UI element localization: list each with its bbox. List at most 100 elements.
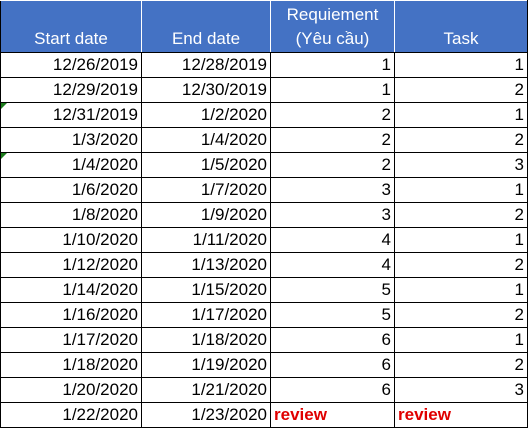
cell-requirement[interactable]: 4 — [270, 227, 395, 253]
cell-task-value: 1 — [514, 180, 524, 199]
cell-end-date[interactable]: 12/30/2019 — [141, 77, 271, 103]
cell-start-date-value: 12/31/2019 — [52, 105, 138, 124]
cell-end-date[interactable]: 1/18/2020 — [141, 327, 271, 353]
cell-task[interactable]: 2 — [394, 302, 528, 328]
cell-requirement[interactable]: 3 — [270, 202, 395, 228]
cell-start-date[interactable]: 12/26/2019 — [0, 52, 142, 78]
cell-task[interactable]: 3 — [394, 152, 528, 178]
header-requirement-label-line1: Requiement — [286, 5, 379, 24]
cell-end-date[interactable]: 1/11/2020 — [141, 227, 271, 253]
cell-requirement-value: 3 — [381, 180, 391, 199]
table-row: 1/17/2020 1/18/2020 6 1 — [0, 327, 528, 353]
cell-start-date[interactable]: 1/16/2020 — [0, 302, 142, 328]
table-row: 1/16/2020 1/17/2020 5 2 — [0, 302, 528, 328]
cell-requirement[interactable]: 2 — [270, 127, 395, 153]
table-row: 12/29/2019 12/30/2019 1 2 — [0, 77, 528, 103]
cell-start-date[interactable]: 12/29/2019 — [0, 77, 142, 103]
cell-requirement[interactable]: 2 — [270, 102, 395, 128]
cell-start-date[interactable]: 1/4/2020 — [0, 152, 142, 178]
table-row: 1/4/2020 1/5/2020 2 3 — [0, 152, 528, 178]
cell-task[interactable]: 2 — [394, 202, 528, 228]
cell-start-date[interactable]: 1/18/2020 — [0, 352, 142, 378]
cell-end-date-value: 1/11/2020 — [192, 230, 267, 249]
error-indicator-icon[interactable] — [1, 103, 7, 109]
cell-requirement-value: 3 — [381, 205, 391, 224]
cell-start-date-value: 1/6/2020 — [71, 180, 138, 199]
cell-requirement[interactable]: 5 — [270, 302, 395, 328]
cell-start-date[interactable]: 1/20/2020 — [0, 377, 142, 403]
cell-requirement[interactable]: 4 — [270, 252, 395, 278]
cell-start-date-value: 1/16/2020 — [62, 305, 138, 324]
cell-task[interactable]: 1 — [394, 277, 528, 303]
header-row: Start date End date Requiement (Yêu cầu) … — [0, 0, 528, 53]
cell-start-date-value: 1/8/2020 — [71, 205, 138, 224]
cell-requirement[interactable]: 1 — [270, 77, 395, 103]
header-start-date[interactable]: Start date — [0, 0, 142, 53]
cell-start-date[interactable]: 1/22/2020 — [0, 402, 142, 428]
cell-task[interactable]: 1 — [394, 52, 528, 78]
cell-end-date[interactable]: 1/19/2020 — [141, 352, 271, 378]
cell-task-value: 1 — [514, 330, 524, 349]
cell-end-date-value: 1/23/2020 — [191, 405, 267, 424]
cell-start-date[interactable]: 12/31/2019 — [0, 102, 142, 128]
cell-task[interactable]: 1 — [394, 102, 528, 128]
cell-task[interactable]: 2 — [394, 127, 528, 153]
cell-start-date[interactable]: 1/6/2020 — [0, 177, 142, 203]
cell-end-date[interactable]: 1/21/2020 — [141, 377, 271, 403]
cell-requirement[interactable]: 6 — [270, 377, 395, 403]
cell-end-date[interactable]: 1/23/2020 — [141, 402, 271, 428]
cell-end-date-value: 1/21/2020 — [191, 380, 267, 399]
cell-task-value: 2 — [514, 205, 524, 224]
cell-start-date[interactable]: 1/8/2020 — [0, 202, 142, 228]
cell-requirement-value: 6 — [381, 355, 391, 374]
cell-end-date-value: 12/28/2019 — [181, 55, 267, 74]
cell-end-date[interactable]: 1/4/2020 — [141, 127, 271, 153]
cell-start-date[interactable]: 1/3/2020 — [0, 127, 142, 153]
cell-requirement[interactable]: review — [270, 402, 395, 428]
header-end-date-label: End date — [171, 29, 241, 48]
cell-end-date[interactable]: 12/28/2019 — [141, 52, 271, 78]
cell-end-date[interactable]: 1/7/2020 — [141, 177, 271, 203]
cell-end-date-value: 1/15/2020 — [191, 280, 267, 299]
cell-end-date[interactable]: 1/13/2020 — [141, 252, 271, 278]
cell-start-date[interactable]: 1/12/2020 — [0, 252, 142, 278]
cell-start-date[interactable]: 1/17/2020 — [0, 327, 142, 353]
cell-end-date[interactable]: 1/17/2020 — [141, 302, 271, 328]
cell-task[interactable]: 1 — [394, 177, 528, 203]
cell-task-value: 2 — [514, 80, 524, 99]
cell-requirement[interactable]: 6 — [270, 352, 395, 378]
cell-task[interactable]: 1 — [394, 227, 528, 253]
cell-task[interactable]: 2 — [394, 352, 528, 378]
error-indicator-icon[interactable] — [1, 153, 7, 159]
cell-start-date[interactable]: 1/10/2020 — [0, 227, 142, 253]
header-task[interactable]: Task — [394, 0, 528, 53]
cell-end-date[interactable]: 1/5/2020 — [141, 152, 271, 178]
cell-end-date[interactable]: 1/9/2020 — [141, 202, 271, 228]
header-end-date[interactable]: End date — [141, 0, 271, 53]
cell-requirement-value: 5 — [381, 280, 391, 299]
cell-task-value: 1 — [514, 230, 524, 249]
cell-task[interactable]: review — [394, 402, 528, 428]
cell-requirement[interactable]: 6 — [270, 327, 395, 353]
cell-start-date[interactable]: 1/14/2020 — [0, 277, 142, 303]
header-requirement[interactable]: Requiement (Yêu cầu) — [270, 0, 395, 53]
cell-end-date[interactable]: 1/15/2020 — [141, 277, 271, 303]
cell-end-date[interactable]: 1/2/2020 — [141, 102, 271, 128]
cell-task[interactable]: 3 — [394, 377, 528, 403]
cell-requirement[interactable]: 3 — [270, 177, 395, 203]
table-row: 1/22/2020 1/23/2020 review review — [0, 402, 528, 428]
cell-end-date-value: 1/19/2020 — [191, 355, 267, 374]
cell-requirement[interactable]: 1 — [270, 52, 395, 78]
cell-requirement[interactable]: 5 — [270, 277, 395, 303]
table-row: 1/8/2020 1/9/2020 3 2 — [0, 202, 528, 228]
cell-requirement-value: 2 — [381, 130, 391, 149]
cell-task[interactable]: 1 — [394, 327, 528, 353]
cell-task[interactable]: 2 — [394, 77, 528, 103]
cell-requirement[interactable]: 2 — [270, 152, 395, 178]
cell-task-value: 2 — [514, 305, 524, 324]
cell-task-value: 2 — [514, 255, 524, 274]
table-row: 1/3/2020 1/4/2020 2 2 — [0, 127, 528, 153]
cell-requirement-value: 4 — [381, 255, 391, 274]
cell-task[interactable]: 2 — [394, 252, 528, 278]
